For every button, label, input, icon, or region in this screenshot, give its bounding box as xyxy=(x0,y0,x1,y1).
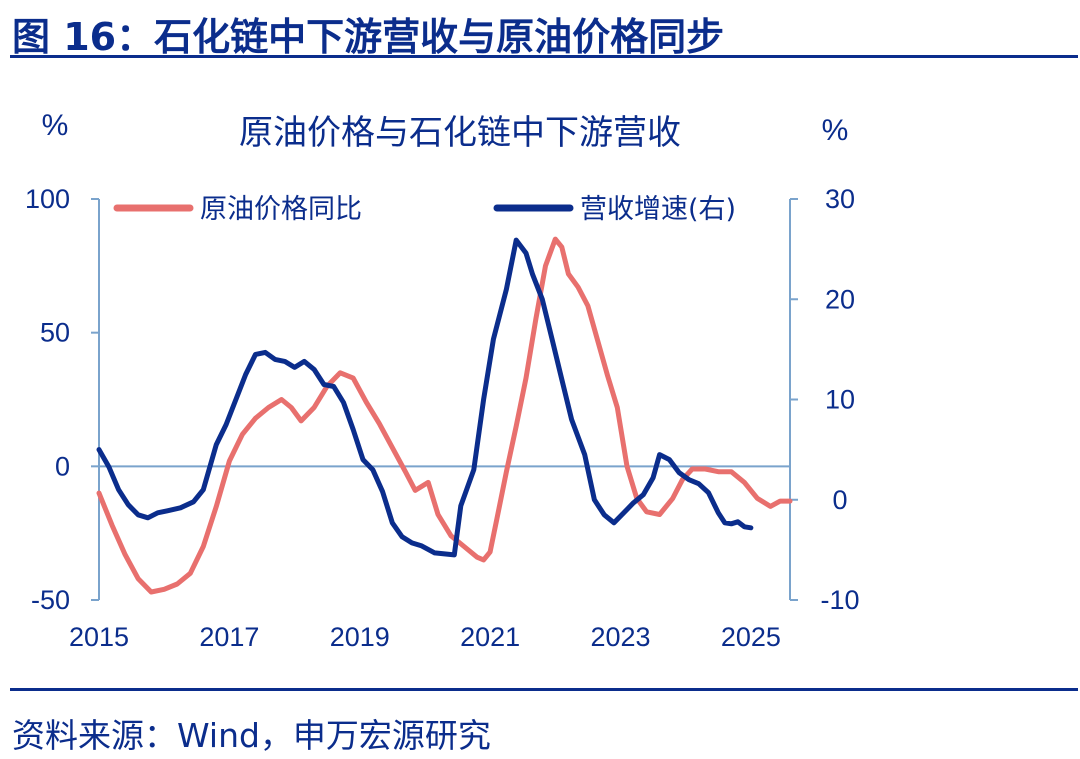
series-line-revenue-growth xyxy=(96,237,754,558)
left-axis-unit: % xyxy=(42,109,69,142)
source-rule xyxy=(10,688,1078,691)
x-tick-label: 2019 xyxy=(330,622,390,652)
source-note: 资料来源：Wind，申万宏源研究 xyxy=(12,716,491,755)
x-tick-label: 2025 xyxy=(721,622,781,652)
series-line-crude-oil-yoy xyxy=(96,236,793,595)
right-tick-label: -10 xyxy=(820,585,859,615)
left-tick-label: -50 xyxy=(31,585,70,615)
left-tick-label: 100 xyxy=(25,184,70,214)
right-tick-label: 20 xyxy=(825,284,855,314)
x-tick-label: 2021 xyxy=(460,622,520,652)
right-tick-label: 10 xyxy=(825,385,855,415)
title-rule xyxy=(10,55,1078,58)
chart-title: 原油价格与石化链中下游营收 xyxy=(239,113,681,153)
legend-label: 原油价格同比 xyxy=(200,194,362,225)
right-tick-label: 30 xyxy=(825,184,855,214)
series-layer xyxy=(96,236,793,595)
x-tick-label: 2023 xyxy=(590,622,650,652)
x-tick-label: 2015 xyxy=(69,622,129,652)
left-tick-label: 50 xyxy=(40,318,70,348)
x-tick-label: 2017 xyxy=(199,622,259,652)
figure-title: 图 16：石化链中下游营收与原油价格同步 xyxy=(12,15,725,59)
right-axis-unit: % xyxy=(822,114,849,147)
legend-label: 营收增速(右) xyxy=(580,194,736,225)
left-tick-label: 0 xyxy=(55,451,70,481)
right-tick-label: 0 xyxy=(832,485,847,515)
legend: 原油价格同比 营收增速(右) xyxy=(113,194,736,225)
